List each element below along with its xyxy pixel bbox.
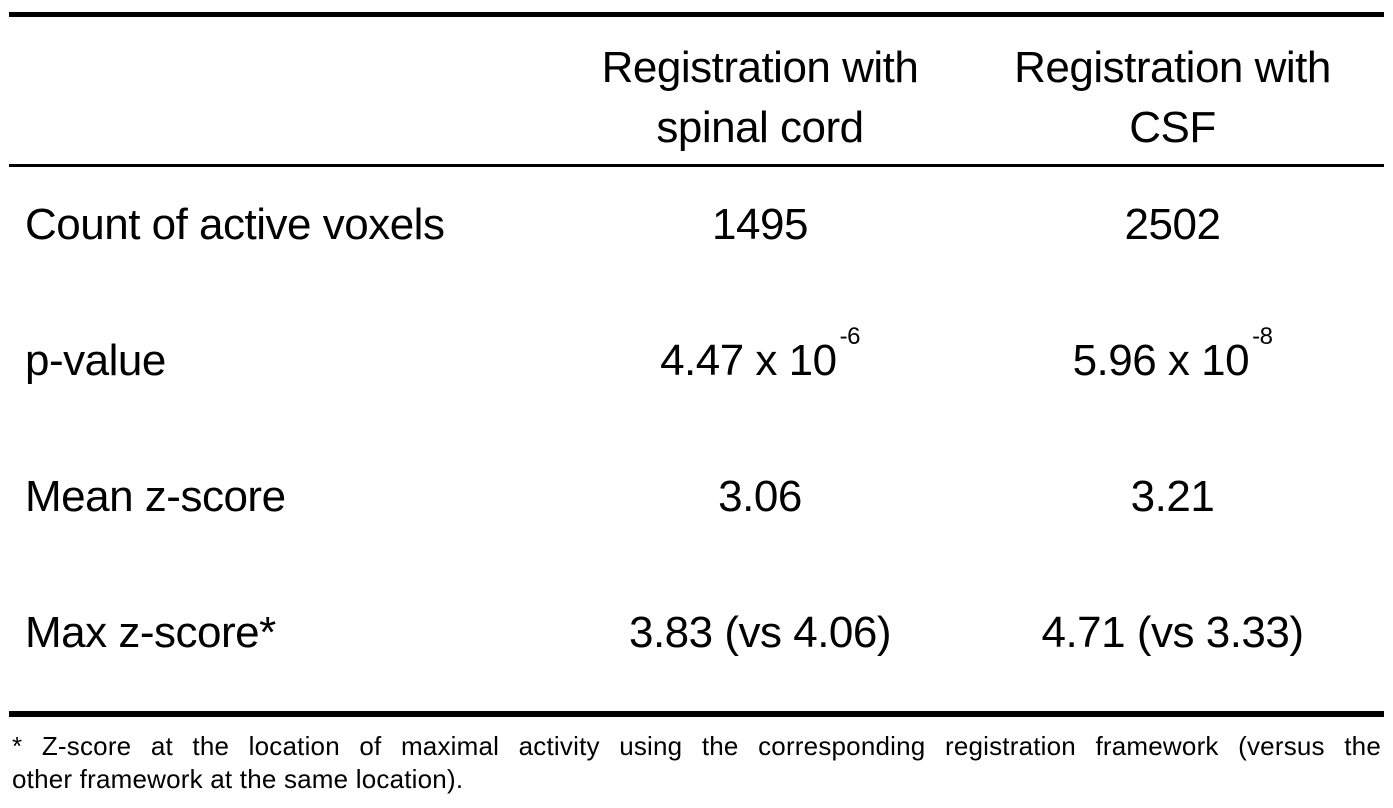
value-base: 4.47 x 10 [660,336,837,385]
footnote-line2: other framework at the same location). [12,764,464,794]
header-csf-line2: CSF [1129,102,1216,152]
row-label: Mean z-score [25,472,286,521]
cell-csf-value: 4.71 (vs 3.33) [961,575,1384,711]
header-cell-spinal-cord: Registration with spinal cord [559,17,961,164]
table-bottom-rule [9,711,1384,717]
value-base: 3.83 (vs 4.06) [628,608,892,657]
value-base: 4.71 (vs 3.33) [1041,608,1304,657]
cell-csf-value: 5.96 x 10 -8 [961,303,1384,439]
table-footnote: * Z-score at the location of maximal act… [9,730,1384,796]
value-base: 1495 [712,200,808,249]
table-row-count-active-voxels: Count of active voxels 1495 2502 [9,167,1384,303]
header-cell-csf: Registration with CSF [961,17,1384,164]
cell-csf-value: 3.21 [961,439,1384,575]
header-spinal-line1: Registration with [601,42,919,92]
value-exponent: -6 [839,323,861,350]
cell-spinal-value: 1495 [559,167,961,303]
row-label: p-value [25,336,166,385]
results-table-figure: Registration with spinal cord Registrati… [9,12,1384,796]
row-label: Count of active voxels [25,200,445,249]
value-base: 2502 [1124,200,1221,249]
table-top-rule [9,12,1384,17]
table-row-max-z-score: Max z-score* 3.83 (vs 4.06) 4.71 (vs 3.3… [9,575,1384,711]
cell-spinal-value: 3.06 [559,439,961,575]
table-row-p-value: p-value 4.47 x 10 -6 5.96 x 10 -8 [9,303,1384,439]
cell-csf-value: 2502 [961,167,1384,303]
value-base: 3.21 [1130,472,1215,521]
table-header-row: Registration with spinal cord Registrati… [9,17,1384,164]
cell-spinal-value: 3.83 (vs 4.06) [559,575,961,711]
value-base: 3.06 [718,472,802,521]
header-csf-line1: Registration with [1014,42,1331,92]
table-row-mean-z-score: Mean z-score 3.06 3.21 [9,439,1384,575]
table-header-rule [9,164,1384,167]
value-exponent: -8 [1252,323,1273,350]
value-base: 5.96 x 10 [1072,336,1250,385]
footnote-line1: * Z-score at the location of maximal act… [12,731,1381,761]
header-cell-empty [9,17,559,164]
cell-spinal-value: 4.47 x 10 -6 [559,303,961,439]
header-spinal-line2: spinal cord [656,102,864,152]
row-label: Max z-score* [25,608,276,657]
